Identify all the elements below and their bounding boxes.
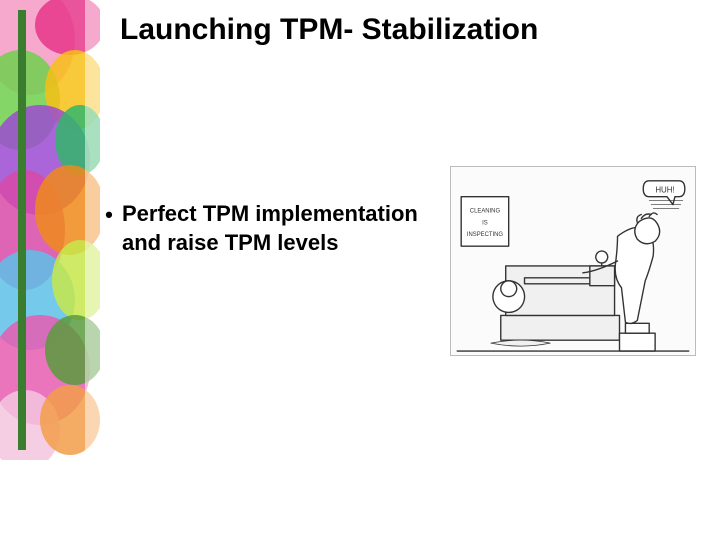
slide-title: Launching TPM- Stabilization bbox=[120, 12, 710, 48]
cartoon-illustration: CLEANING IS INSPECTING HUH! bbox=[450, 166, 696, 356]
svg-text:INSPECTING: INSPECTING bbox=[467, 232, 504, 238]
bullet-text: Perfect TPM implementation and raise TPM… bbox=[118, 200, 440, 257]
bullet-list: • Perfect TPM implementation and raise T… bbox=[100, 200, 440, 257]
bullet-item: • Perfect TPM implementation and raise T… bbox=[100, 200, 440, 257]
decorative-sidebar bbox=[0, 0, 100, 460]
svg-text:IS: IS bbox=[482, 220, 488, 226]
svg-text:CLEANING: CLEANING bbox=[470, 209, 501, 215]
svg-text:HUH!: HUH! bbox=[655, 186, 674, 195]
bullet-mark: • bbox=[100, 202, 118, 228]
